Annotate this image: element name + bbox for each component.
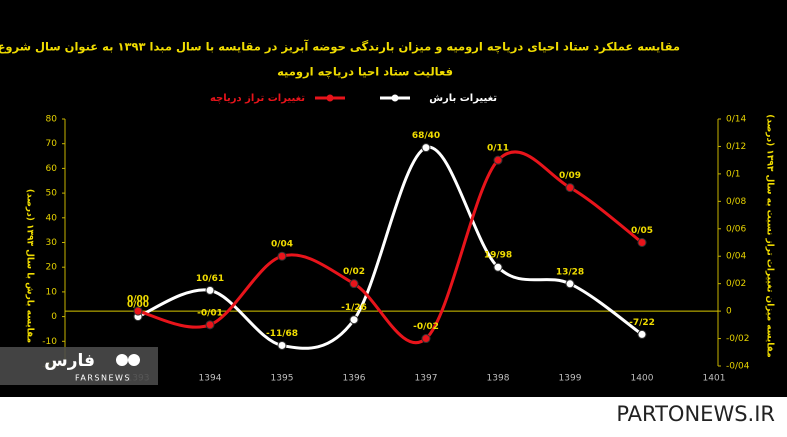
data-point bbox=[277, 251, 287, 261]
x-tick-label: 1395 bbox=[271, 374, 294, 384]
x-tick-label: 1400 bbox=[631, 374, 654, 384]
y2-tick-label: 0/06 bbox=[726, 224, 746, 234]
y-tick-label: 70 bbox=[46, 139, 58, 149]
data-point bbox=[565, 183, 575, 193]
x-tick-label: 1396 bbox=[343, 374, 366, 384]
legend-label: تغییرات بارش bbox=[429, 93, 497, 104]
y-tick-label: 20 bbox=[46, 263, 58, 273]
y-tick-label: 50 bbox=[46, 189, 58, 199]
data-label: 0/04 bbox=[271, 240, 293, 250]
y2-tick-label: 0/08 bbox=[726, 197, 746, 207]
data-point bbox=[349, 315, 359, 325]
data-label: 0/09 bbox=[559, 171, 581, 181]
series-line bbox=[137, 150, 643, 345]
data-label: 0/02 bbox=[343, 267, 365, 277]
data-label: 0/00 bbox=[127, 300, 149, 310]
legend-label: تغییرات تراز دریاچه bbox=[210, 93, 305, 104]
x-tick-label: 1398 bbox=[487, 374, 510, 384]
series-line bbox=[137, 146, 643, 350]
data-label: -11/68 bbox=[266, 329, 298, 339]
y-tick-label: 30 bbox=[46, 238, 58, 248]
chart-background bbox=[0, 0, 787, 397]
y-tick-label: 0 bbox=[51, 312, 57, 322]
data-label: 0/05 bbox=[631, 226, 653, 236]
data-label: 19/98 bbox=[484, 251, 512, 261]
data-label: 0/00 bbox=[127, 295, 149, 305]
y2-tick-label: 0/12 bbox=[726, 142, 746, 152]
data-label: -0/01 bbox=[197, 308, 223, 318]
data-point bbox=[421, 334, 431, 344]
y-tick-label: 40 bbox=[46, 213, 58, 223]
watermark-box bbox=[0, 347, 158, 385]
y2-tick-label: 0 bbox=[726, 307, 732, 317]
y-tick-label: 10 bbox=[46, 287, 58, 297]
y2-tick-label: -0/04 bbox=[726, 362, 750, 372]
y2-tick-label: 0/02 bbox=[726, 279, 746, 289]
data-point bbox=[565, 279, 575, 289]
y2-tick-label: 0/04 bbox=[726, 252, 746, 262]
site-name: PARTONEWS.IR bbox=[616, 402, 775, 426]
data-label: -0/02 bbox=[413, 322, 439, 332]
data-point bbox=[493, 155, 503, 165]
data-label: 10/61 bbox=[196, 274, 224, 284]
data-point bbox=[637, 329, 647, 339]
data-point bbox=[205, 285, 215, 295]
y2-tick-label: -0/02 bbox=[726, 334, 749, 344]
y-tick-label: 60 bbox=[46, 164, 58, 174]
data-point bbox=[421, 143, 431, 153]
data-point bbox=[277, 340, 287, 350]
y2-tick-label: 0/1 bbox=[726, 169, 740, 179]
data-point bbox=[205, 320, 215, 330]
data-label: 0/11 bbox=[487, 144, 509, 154]
y-axis-label: مقایسه بارش با سال ۱۳۹۳ (درصد) bbox=[25, 189, 35, 343]
data-point bbox=[637, 238, 647, 247]
data-label: 68/40 bbox=[412, 131, 440, 141]
watermark-icon bbox=[116, 354, 128, 366]
y-tick-label: 80 bbox=[46, 115, 58, 125]
y2-axis-label: مقایسه میزان تغییرات تراز نسبت به سال ۱۳… bbox=[765, 114, 775, 357]
data-point bbox=[493, 262, 503, 272]
watermark-icon bbox=[128, 354, 140, 366]
x-tick-label: 1399 bbox=[559, 374, 582, 384]
data-label: -1/26 bbox=[341, 303, 367, 313]
x-tick-label: 1401 bbox=[703, 374, 726, 384]
chart-subtitle: فعالیت ستاد احیا دریاچه ارومیه bbox=[277, 65, 453, 80]
legend-marker bbox=[326, 94, 334, 102]
data-label: 13/28 bbox=[556, 267, 584, 277]
data-point bbox=[349, 279, 359, 289]
x-tick-label: 1397 bbox=[415, 374, 438, 384]
data-point bbox=[133, 306, 143, 316]
watermark-name: FARSNEWS bbox=[75, 374, 131, 383]
y-tick-label: -10 bbox=[42, 337, 57, 347]
watermark-logo: فارس bbox=[44, 351, 95, 371]
watermark: فارس FARSNEWS bbox=[0, 347, 158, 385]
x-tick-label: 1394 bbox=[199, 374, 222, 384]
chart-title: مقایسه عملکرد ستاد احیای دریاچه ارومیه و… bbox=[0, 40, 680, 55]
legend-marker bbox=[391, 94, 399, 102]
y2-tick-label: 0/14 bbox=[726, 115, 746, 125]
data-label: -7/22 bbox=[629, 318, 655, 328]
